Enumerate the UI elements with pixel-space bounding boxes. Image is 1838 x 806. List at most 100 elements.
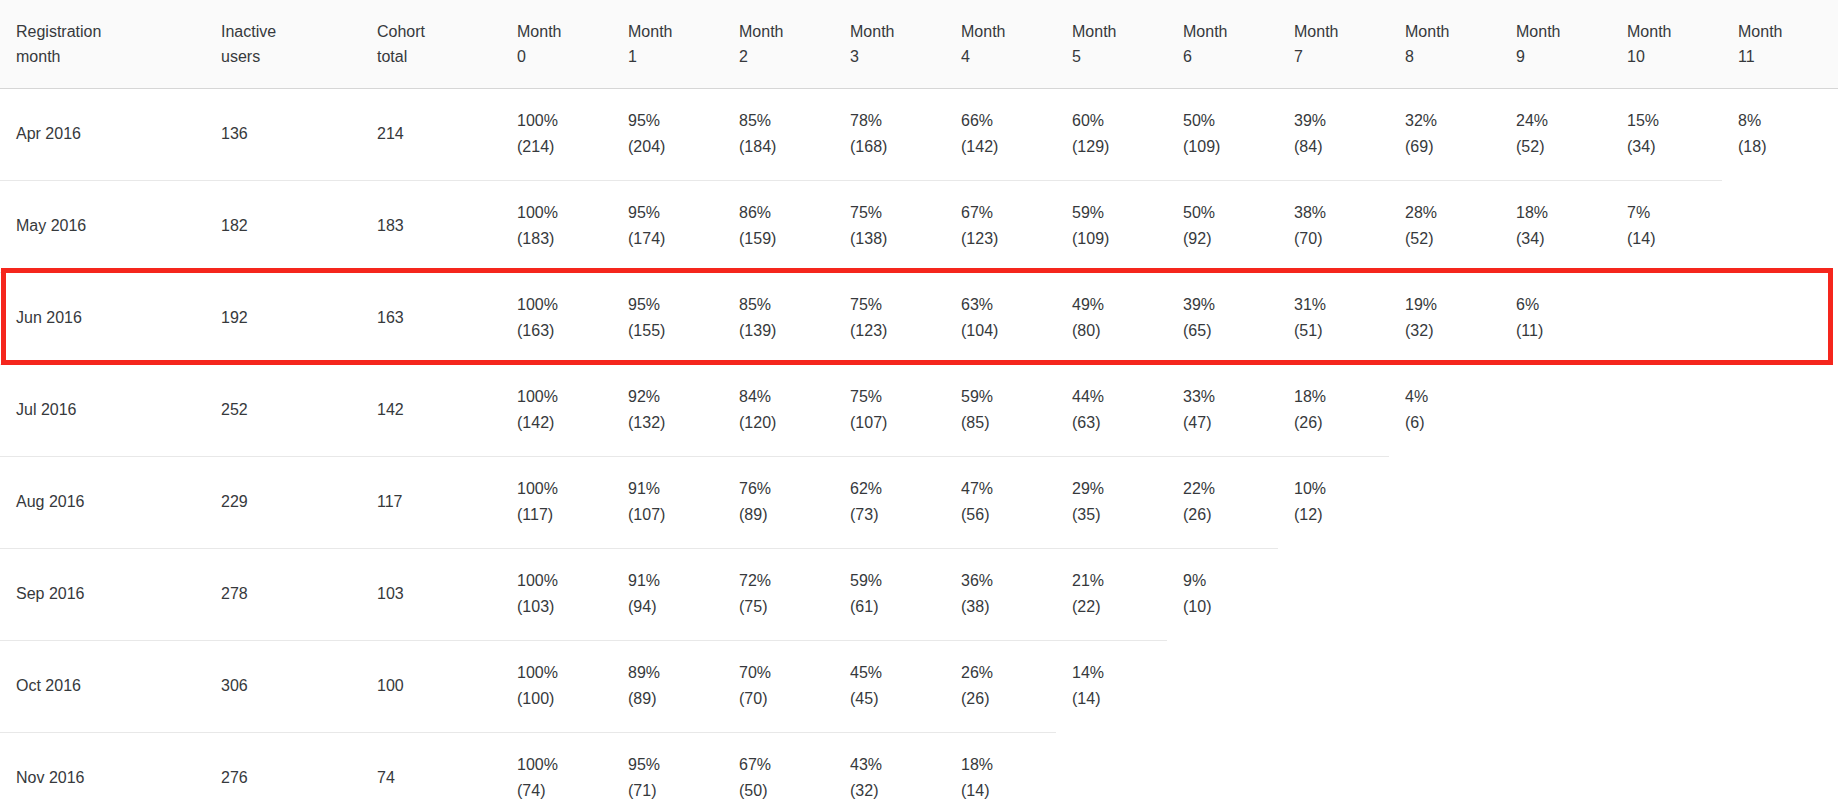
retention-percent: 63% xyxy=(961,292,1048,318)
retention-count: (70) xyxy=(1294,226,1381,252)
retention-count: (74) xyxy=(517,778,604,804)
retention-percent: 47% xyxy=(961,476,1048,502)
retention-count: (70) xyxy=(739,686,826,712)
retention-cell: 8%(18) xyxy=(1722,88,1838,180)
retention-count: (85) xyxy=(961,410,1048,436)
col-header-month-6: Month6 xyxy=(1167,0,1278,88)
retention-count: (69) xyxy=(1405,134,1492,160)
retention-count: (10) xyxy=(1183,594,1270,620)
retention-percent: 39% xyxy=(1183,292,1270,318)
retention-percent: 95% xyxy=(628,108,715,134)
registration-month-cell: Sep 2016 xyxy=(0,548,205,640)
retention-percent: 31% xyxy=(1294,292,1381,318)
retention-count: (12) xyxy=(1294,502,1381,528)
retention-percent: 33% xyxy=(1183,384,1270,410)
retention-count: (142) xyxy=(961,134,1048,160)
retention-percent: 89% xyxy=(628,660,715,686)
retention-count: (174) xyxy=(628,226,715,252)
retention-cell: 59%(61) xyxy=(834,548,945,640)
cohort-total-cell: 103 xyxy=(361,548,501,640)
cohort-total-cell: 117 xyxy=(361,456,501,548)
retention-count: (204) xyxy=(628,134,715,160)
retention-count: (26) xyxy=(1183,502,1270,528)
retention-percent: 15% xyxy=(1627,108,1714,134)
retention-cell: 100%(142) xyxy=(501,364,612,456)
retention-cell: 100%(163) xyxy=(501,272,612,364)
retention-percent: 59% xyxy=(850,568,937,594)
inactive-users-cell: 229 xyxy=(205,456,361,548)
inactive-users-cell: 252 xyxy=(205,364,361,456)
col-header-line: Month xyxy=(961,19,1048,44)
retention-cell: 67%(50) xyxy=(723,732,834,806)
retention-percent: 18% xyxy=(961,752,1048,778)
inactive-users-cell: 276 xyxy=(205,732,361,806)
registration-month-cell: Oct 2016 xyxy=(0,640,205,732)
table-body: Apr 2016136214100%(214)95%(204)85%(184)7… xyxy=(0,88,1838,806)
registration-month-cell: Jul 2016 xyxy=(0,364,205,456)
retention-percent: 100% xyxy=(517,292,604,318)
retention-count: (32) xyxy=(1405,318,1492,344)
col-header-line: 10 xyxy=(1627,44,1714,69)
retention-cell: 78%(168) xyxy=(834,88,945,180)
col-header-line: 9 xyxy=(1516,44,1603,69)
retention-percent: 38% xyxy=(1294,200,1381,226)
retention-cell: 100%(183) xyxy=(501,180,612,272)
retention-percent: 7% xyxy=(1627,200,1714,226)
table-row: Sep 2016278103100%(103)91%(94)72%(75)59%… xyxy=(0,548,1838,640)
retention-count: (61) xyxy=(850,594,937,620)
retention-cell: 29%(35) xyxy=(1056,456,1167,548)
inactive-users-cell: 278 xyxy=(205,548,361,640)
retention-cell: 6%(11) xyxy=(1500,272,1611,364)
retention-count: (26) xyxy=(961,686,1048,712)
retention-count: (26) xyxy=(1294,410,1381,436)
col-header-line: Month xyxy=(739,19,826,44)
retention-cell: 43%(32) xyxy=(834,732,945,806)
col-header-line: 11 xyxy=(1738,44,1830,69)
retention-cell: 36%(38) xyxy=(945,548,1056,640)
retention-cell: 84%(120) xyxy=(723,364,834,456)
retention-count: (214) xyxy=(517,134,604,160)
retention-percent: 95% xyxy=(628,292,715,318)
retention-count: (109) xyxy=(1072,226,1159,252)
col-header-inactive-users: Inactiveusers xyxy=(205,0,361,88)
retention-percent: 22% xyxy=(1183,476,1270,502)
col-header-month-10: Month10 xyxy=(1611,0,1722,88)
retention-cell: 38%(70) xyxy=(1278,180,1389,272)
retention-cell: 63%(104) xyxy=(945,272,1056,364)
retention-percent: 86% xyxy=(739,200,826,226)
retention-cell: 18%(26) xyxy=(1278,364,1389,456)
inactive-users-cell: 136 xyxy=(205,88,361,180)
retention-percent: 84% xyxy=(739,384,826,410)
retention-cell: 75%(123) xyxy=(834,272,945,364)
retention-cell: 86%(159) xyxy=(723,180,834,272)
retention-count: (84) xyxy=(1294,134,1381,160)
retention-cell: 18%(14) xyxy=(945,732,1056,806)
table-row: May 2016182183100%(183)95%(174)86%(159)7… xyxy=(0,180,1838,272)
retention-percent: 91% xyxy=(628,476,715,502)
retention-cell: 95%(174) xyxy=(612,180,723,272)
retention-cell: 39%(65) xyxy=(1167,272,1278,364)
retention-count: (32) xyxy=(850,778,937,804)
retention-percent: 59% xyxy=(961,384,1048,410)
retention-count: (117) xyxy=(517,502,604,528)
retention-cell: 7%(14) xyxy=(1611,180,1722,272)
cohort-total-cell: 74 xyxy=(361,732,501,806)
inactive-users-cell: 182 xyxy=(205,180,361,272)
retention-cell: 39%(84) xyxy=(1278,88,1389,180)
retention-count: (52) xyxy=(1516,134,1603,160)
retention-cell: 9%(10) xyxy=(1167,548,1278,640)
retention-percent: 18% xyxy=(1516,200,1603,226)
retention-cell: 49%(80) xyxy=(1056,272,1167,364)
retention-count: (11) xyxy=(1516,318,1603,344)
retention-percent: 78% xyxy=(850,108,937,134)
cohort-total-cell: 214 xyxy=(361,88,501,180)
col-header-line: 6 xyxy=(1183,44,1270,69)
retention-cell: 95%(71) xyxy=(612,732,723,806)
retention-count: (18) xyxy=(1738,134,1830,160)
col-header-line: Inactive xyxy=(221,19,353,44)
col-header-line: 8 xyxy=(1405,44,1492,69)
col-header-line: 2 xyxy=(739,44,826,69)
retention-cell: 28%(52) xyxy=(1389,180,1500,272)
table-row: Jul 2016252142100%(142)92%(132)84%(120)7… xyxy=(0,364,1838,456)
retention-count: (138) xyxy=(850,226,937,252)
